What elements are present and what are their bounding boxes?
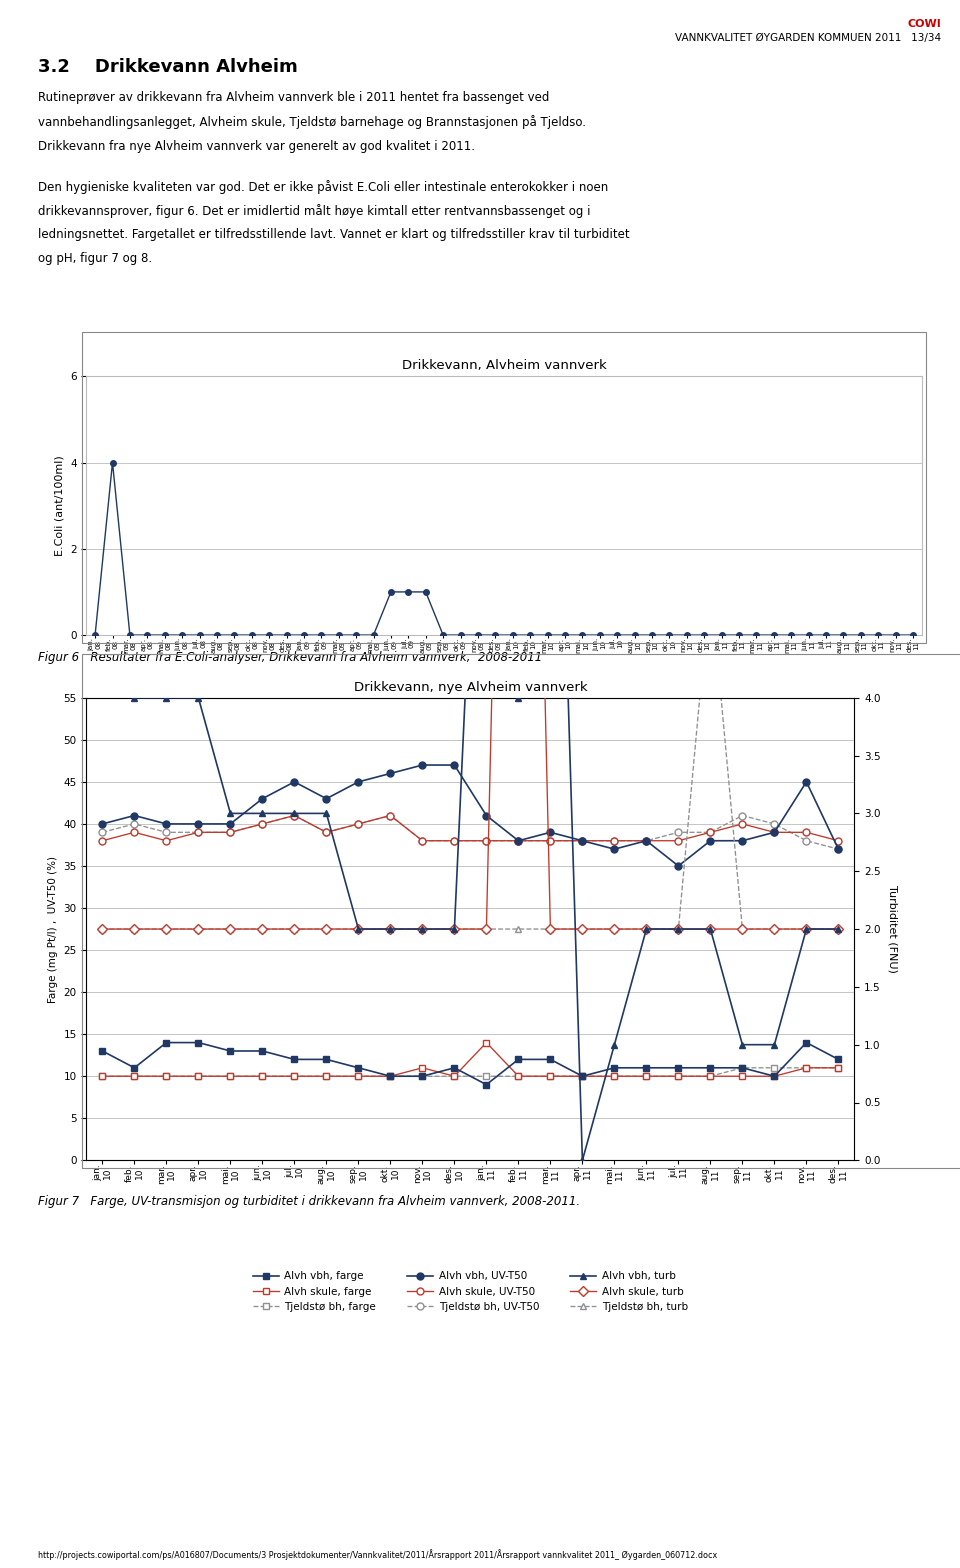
Y-axis label: Farge (mg Pt/l) ,  UV-T50 (%): Farge (mg Pt/l) , UV-T50 (%) <box>48 856 58 1002</box>
Text: VANNKVALITET ØYGARDEN KOMMUEN 2011   13/34: VANNKVALITET ØYGARDEN KOMMUEN 2011 13/34 <box>675 33 941 42</box>
Text: Rutineprøver av drikkevann fra Alvheim vannverk ble i 2011 hentet fra bassenget : Rutineprøver av drikkevann fra Alvheim v… <box>38 91 550 103</box>
Title: Drikkevann, nye Alvheim vannverk: Drikkevann, nye Alvheim vannverk <box>353 681 588 693</box>
Legend: Alvh vbh, farge, Alvh skule, farge, Tjeldstø bh, farge, Alvh vbh, UV-T50, Alvh s: Alvh vbh, farge, Alvh skule, farge, Tjel… <box>249 1267 692 1316</box>
Text: Figur 6   Resultater fra E.Coli-analyser, Drikkevann fra Alvheim vannverk,  2008: Figur 6 Resultater fra E.Coli-analyser, … <box>38 651 542 663</box>
Text: Figur 7   Farge, UV-transmisjon og turbiditet i drikkevann fra Alvheim vannverk,: Figur 7 Farge, UV-transmisjon og turbidi… <box>38 1195 581 1207</box>
Y-axis label: Turbiditet (FNU): Turbiditet (FNU) <box>887 884 898 974</box>
Text: http://projects.cowiportal.com/ps/A016807/Documents/3 Prosjektdokumenter/Vannkva: http://projects.cowiportal.com/ps/A01680… <box>38 1549 718 1560</box>
Title: Drikkevann, Alvheim vannverk: Drikkevann, Alvheim vannverk <box>401 359 607 372</box>
Text: og pH, figur 7 og 8.: og pH, figur 7 og 8. <box>38 252 153 265</box>
Text: 3.2    Drikkevann Alvheim: 3.2 Drikkevann Alvheim <box>38 58 299 75</box>
Text: Den hygieniske kvaliteten var god. Det er ikke påvist E.Coli eller intestinale e: Den hygieniske kvaliteten var god. Det e… <box>38 179 609 193</box>
Text: ledningsnettet. Fargetallet er tilfredsstillende lavt. Vannet er klart og tilfre: ledningsnettet. Fargetallet er tilfredss… <box>38 227 630 241</box>
Text: drikkevannsprover, figur 6. Det er imidlertid målt høye kimtall etter rentvannsb: drikkevannsprover, figur 6. Det er imidl… <box>38 204 591 218</box>
Text: COWI: COWI <box>907 19 941 28</box>
Text: Drikkevann fra nye Alvheim vannverk var generelt av god kvalitet i 2011.: Drikkevann fra nye Alvheim vannverk var … <box>38 140 475 152</box>
Text: vannbehandlingsanlegget, Alvheim skule, Tjeldstø barnehage og Brannstasjonen på : vannbehandlingsanlegget, Alvheim skule, … <box>38 116 587 129</box>
Y-axis label: E.Coli (ant/100ml): E.Coli (ant/100ml) <box>55 455 64 557</box>
